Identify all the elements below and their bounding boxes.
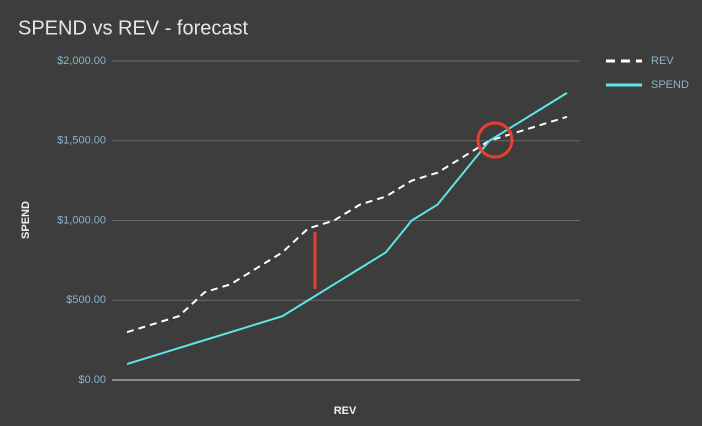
annotation-crossover [476,121,514,159]
x-axis-label: REV [334,405,357,417]
y-axis-label: SPEND [20,201,32,239]
plot [126,92,568,366]
y-tick-label: $500.00 [66,294,106,306]
y-tick-label: $1,500.00 [57,135,106,147]
y-tick-label: $1,000.00 [57,214,106,226]
series-line [126,92,568,366]
legend-label: SPEND [651,79,689,91]
chart-title: SPEND vs REV - forecast [18,17,249,39]
series-line [126,115,568,334]
legend: REV SPEND [606,55,689,91]
y-tick-label: $0.00 [78,374,106,386]
legend-label: REV [651,55,674,67]
y-tick-label: $2,000.00 [57,55,106,67]
grid: $0.00 $500.00 $1,000.00 $1,500.00 $2,000.00 [57,55,580,386]
